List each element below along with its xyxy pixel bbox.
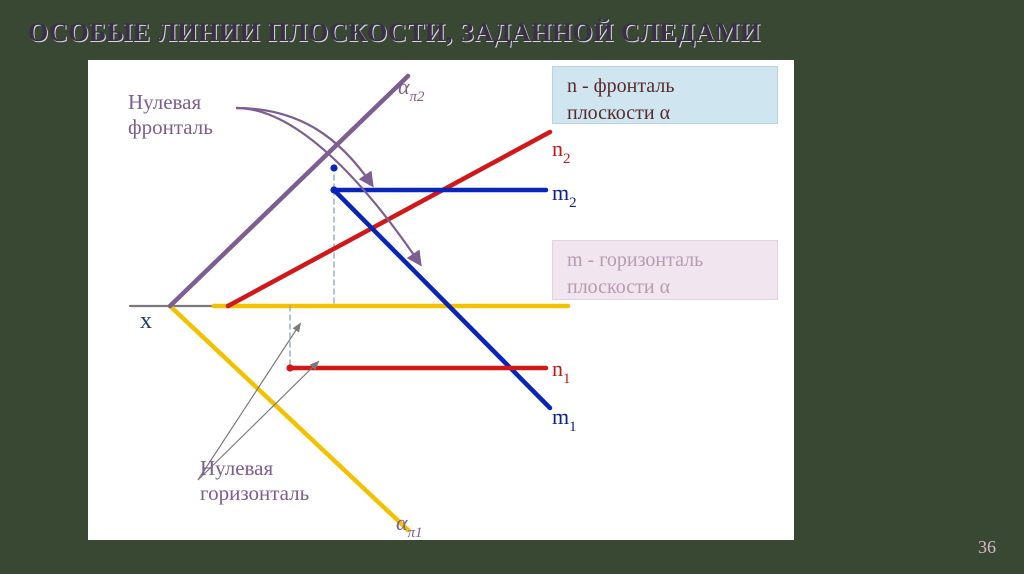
label-alpha-pi1-a: α (396, 510, 408, 535)
label-m1-s: 1 (569, 419, 576, 435)
label-null-horizontal-l1: Нулевая (200, 456, 309, 481)
infobox-frontal-n: n - фронталь плоскости α (552, 66, 778, 124)
label-m1: m1 (552, 404, 577, 434)
infobox-m-line1: m - горизонталь (567, 249, 703, 271)
infobox-n-alpha: α (660, 102, 670, 124)
label-alpha-pi2: απ2 (398, 74, 425, 104)
label-m2-b: m (552, 180, 569, 205)
page-number: 36 (978, 537, 996, 558)
label-n2: n2 (552, 136, 570, 166)
label-n1: n1 (552, 356, 570, 386)
label-alpha-pi2-a: α (398, 74, 410, 99)
label-null-horizontal-l2: горизонталь (200, 481, 309, 506)
infobox-n-line2a: плоскости (567, 102, 660, 124)
diagram-svg (0, 0, 1024, 574)
label-n2-s: 2 (563, 151, 570, 167)
label-alpha-pi1: απ1 (396, 510, 423, 540)
label-x-axis: x (140, 308, 152, 335)
infobox-n-line1: n - фронталь (567, 75, 674, 97)
label-n1-b: n (552, 356, 563, 381)
infobox-m-line2a: плоскости (567, 276, 660, 298)
infobox-horizontal-m: m - горизонталь плоскости α (552, 240, 778, 300)
label-m2-s: 2 (569, 195, 576, 211)
label-alpha-pi1-sub: π1 (408, 525, 423, 541)
label-m1-b: m (552, 404, 569, 429)
label-null-horizontal: Нулевая горизонталь (200, 456, 309, 506)
label-null-frontal: Нулевая фронталь (128, 90, 213, 140)
label-null-frontal-l1: Нулевая (128, 90, 213, 115)
label-n1-s: 1 (563, 371, 570, 387)
label-n2-b: n (552, 136, 563, 161)
label-alpha-pi2-sub: π2 (410, 89, 425, 105)
infobox-m-alpha: α (660, 276, 670, 298)
label-m2: m2 (552, 180, 577, 210)
label-null-frontal-l2: фронталь (128, 115, 213, 140)
